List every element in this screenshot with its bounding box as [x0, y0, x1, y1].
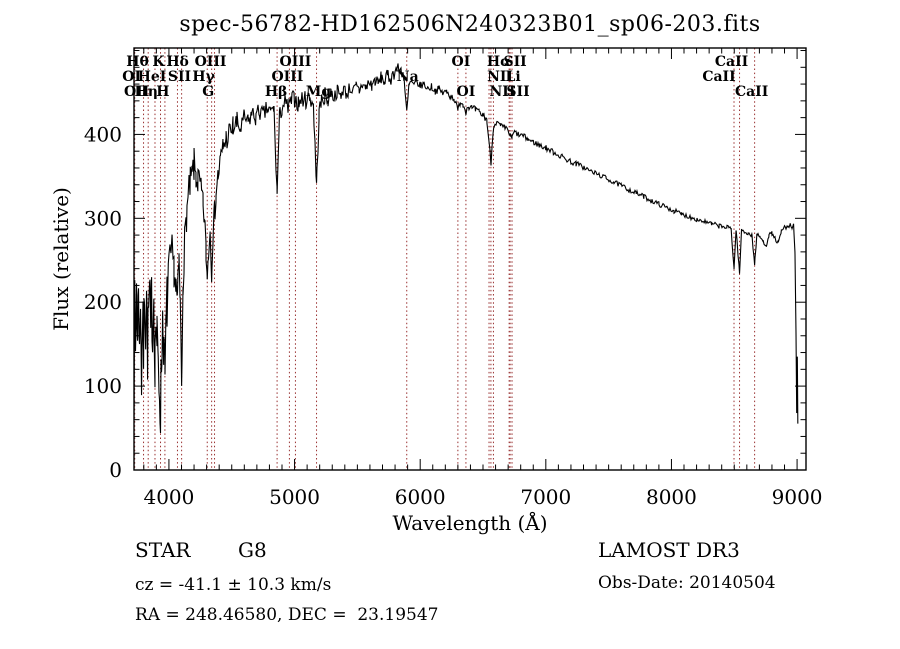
spectral-line-label: Hθ: [126, 54, 149, 70]
y-tick-label: 0: [109, 458, 122, 482]
y-tick-label: 200: [84, 290, 122, 314]
spectral-line-label: G: [202, 84, 214, 100]
y-axis-title: Flux (relative): [49, 187, 73, 331]
spectral-line-label: Hγ: [192, 69, 215, 85]
obs-date: Obs-Date: 20140504: [598, 573, 776, 593]
spectral-line-label: Hβ: [265, 84, 288, 100]
spectral-line-label: CaII: [702, 69, 735, 85]
spectral-line-label: Li: [506, 69, 521, 85]
spectral-line-label: SII: [168, 69, 191, 85]
x-tick-label: 4000: [143, 485, 194, 509]
spectrum-trace: [134, 63, 799, 434]
x-tick-label: 9000: [772, 485, 823, 509]
spectral-line-label: K: [152, 54, 165, 70]
spectral-line-label: Hδ: [166, 54, 189, 70]
survey-release: LAMOST DR3: [598, 538, 740, 562]
plot-frame: [133, 47, 807, 471]
radial-velocity: cz = -41.1 ± 10.3 km/s: [135, 575, 332, 595]
x-tick-label: 7000: [520, 485, 571, 509]
spectral-line-label: OIII: [195, 54, 227, 70]
ra-dec-coords: RA = 248.46580, DEC = 23.19547: [135, 605, 439, 625]
object-subclass: G8: [238, 538, 267, 562]
y-tick-label: 300: [84, 206, 122, 230]
spectral-line-label: NII: [489, 84, 515, 100]
spectral-line-label: Hη: [134, 84, 157, 100]
x-axis-title: Wavelength (Å): [392, 510, 547, 535]
spectral-line-label: NII: [487, 69, 513, 85]
spectral-line-label: OIII: [271, 69, 303, 85]
spectral-line-label: OI: [457, 84, 476, 100]
object-class: STAR: [135, 538, 191, 562]
spectral-line-label: HeI: [138, 69, 167, 85]
spectral-line-label: OIII: [280, 54, 312, 70]
y-tick-label: 400: [84, 122, 122, 146]
spectral-line-label: H: [156, 84, 169, 100]
x-tick-label: 6000: [395, 485, 446, 509]
y-tick-label: 100: [84, 374, 122, 398]
spectral-line-label: OI: [452, 54, 471, 70]
spectral-line-label: CaII: [715, 54, 748, 70]
spectral-line-label: SII: [504, 54, 527, 70]
x-tick-label: 8000: [646, 485, 697, 509]
x-tick-label: 5000: [269, 485, 320, 509]
spectral-line-label: OI: [122, 69, 141, 85]
spectral-line-label: OII: [124, 84, 149, 100]
spectral-line-label: Na: [397, 69, 419, 85]
plot-title: spec-56782-HD162506N240323B01_sp06-203.f…: [179, 12, 761, 37]
spectral-line-label: SII: [506, 84, 529, 100]
spectral-line-label: CaII: [735, 84, 768, 100]
spectral-line-label: Hα: [487, 54, 511, 70]
